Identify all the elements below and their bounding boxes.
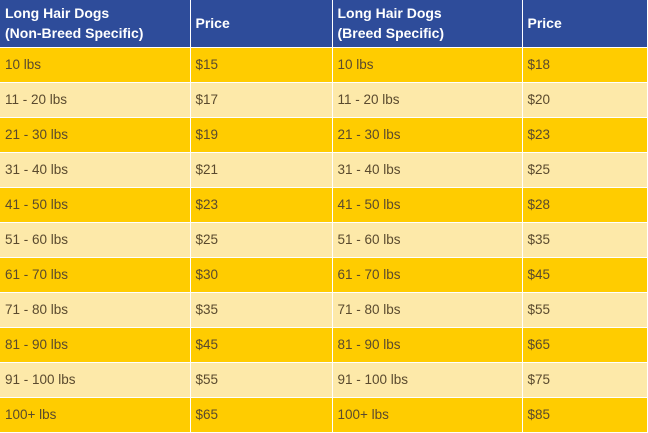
non-breed-weight-cell: 31 - 40 lbs — [0, 152, 191, 187]
breed-weight-cell: 31 - 40 lbs — [332, 152, 523, 187]
breed-price-cell: $85 — [527, 407, 551, 423]
header-non-breed-price: Price — [190, 0, 333, 47]
non-breed-weight-cell: 100+ lbs — [0, 397, 191, 432]
breed-weight-cell: 21 - 30 lbs — [332, 117, 523, 152]
breed-weight-cell: 11 - 20 lbs — [332, 82, 523, 117]
table-row: 11 - 20 lbs $17 11 - 20 lbs $20 — [0, 82, 647, 117]
table-body: 10 lbs $15 10 lbs $18 11 - 20 lbs $17 11 - 20 … — [0, 47, 647, 432]
non-breed-weight-cell: 41 - 50 lbs — [0, 187, 191, 222]
breed-price-cell: $18 — [527, 57, 551, 72]
breed-price-cell: $45 — [527, 267, 551, 282]
non-breed-price-cell: $45 — [190, 327, 333, 362]
header-row: Long Hair Dogs (Non-Breed Specific) Pric… — [0, 0, 647, 47]
breed-price-cell: $20 — [527, 92, 551, 107]
header-breed-weight: Long Hair Dogs (Breed Specific) — [332, 0, 523, 47]
non-breed-weight-cell: 81 - 90 lbs — [0, 327, 191, 362]
breed-weight-cell: 61 - 70 lbs — [332, 257, 523, 292]
non-breed-weight-cell: 11 - 20 lbs — [0, 82, 191, 117]
header-non-breed-weight: Long Hair Dogs (Non-Breed Specific) — [0, 0, 191, 47]
table-row: 100+ lbs $65 100+ lbs $85 — [0, 397, 647, 432]
table-row: 21 - 30 lbs $19 21 - 30 lbs $23 — [0, 117, 647, 152]
breed-weight-cell: 100+ lbs — [332, 397, 523, 432]
breed-price-cell: $23 — [527, 127, 551, 142]
non-breed-price-cell: $65 — [190, 397, 333, 432]
breed-weight-cell: 71 - 80 lbs — [332, 292, 523, 327]
table-row: 61 - 70 lbs $30 61 - 70 lbs $45 — [0, 257, 647, 292]
breed-price-cell: $65 — [527, 337, 551, 352]
breed-price-cell: $25 — [527, 162, 551, 177]
non-breed-weight-cell: 71 - 80 lbs — [0, 292, 191, 327]
non-breed-price-cell: $23 — [190, 187, 333, 222]
breed-weight-cell: 41 - 50 lbs — [332, 187, 523, 222]
non-breed-weight-cell: 61 - 70 lbs — [0, 257, 191, 292]
breed-weight-cell: 10 lbs — [332, 47, 523, 82]
non-breed-weight-cell: 51 - 60 lbs — [0, 222, 191, 257]
non-breed-price-cell: $19 — [190, 117, 333, 152]
table-row: 71 - 80 lbs $35 71 - 80 lbs $55 — [0, 292, 647, 327]
non-breed-price-cell: $35 — [190, 292, 333, 327]
breed-price-cell: $75 — [527, 372, 551, 387]
non-breed-price-cell: $15 — [190, 47, 333, 82]
table-row: 31 - 40 lbs $21 31 - 40 lbs $25 — [0, 152, 647, 187]
non-breed-price-cell: $25 — [190, 222, 333, 257]
table-row: 91 - 100 lbs $55 91 - 100 lbs $75 — [0, 362, 647, 397]
table-row: 10 lbs $15 10 lbs $18 — [0, 47, 647, 82]
non-breed-weight-cell: 91 - 100 lbs — [0, 362, 191, 397]
breed-weight-cell: 81 - 90 lbs — [332, 327, 523, 362]
non-breed-price-cell: $30 — [190, 257, 333, 292]
non-breed-price-cell: $17 — [190, 82, 333, 117]
header-breed-price: Price — [527, 15, 562, 32]
non-breed-price-cell: $21 — [190, 152, 333, 187]
non-breed-weight-cell: 21 - 30 lbs — [0, 117, 191, 152]
breed-weight-cell: 51 - 60 lbs — [332, 222, 523, 257]
table-header: Long Hair Dogs (Non-Breed Specific) Pric… — [0, 0, 647, 47]
breed-price-cell: $35 — [527, 232, 551, 247]
breed-price-cell: $55 — [527, 302, 551, 317]
non-breed-weight-cell: 10 lbs — [0, 47, 191, 82]
breed-weight-cell: 91 - 100 lbs — [332, 362, 523, 397]
table-row: 81 - 90 lbs $45 81 - 90 lbs $65 — [0, 327, 647, 362]
table-row: 51 - 60 lbs $25 51 - 60 lbs $35 — [0, 222, 647, 257]
table-row: 41 - 50 lbs $23 41 - 50 lbs $28 — [0, 187, 647, 222]
non-breed-price-cell: $55 — [190, 362, 333, 397]
breed-price-cell: $28 — [527, 197, 551, 212]
